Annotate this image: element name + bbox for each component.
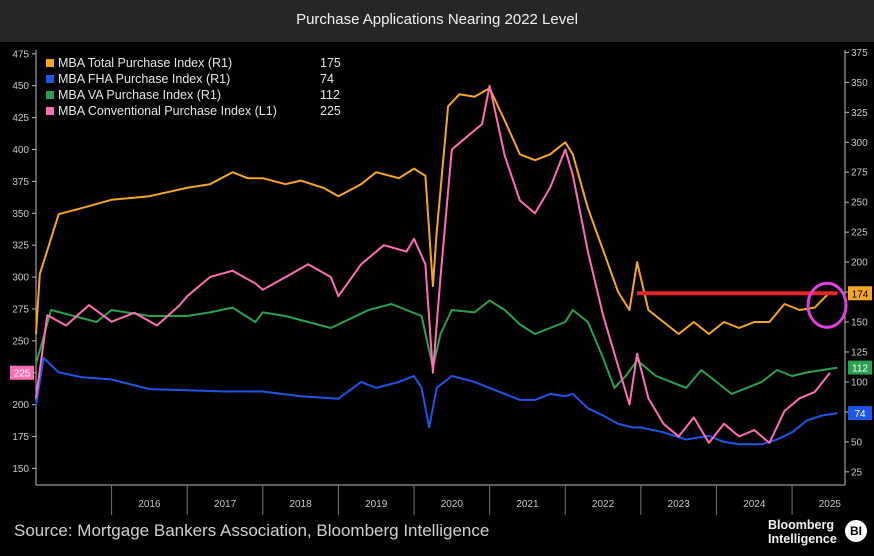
left-tick-label: 250	[12, 336, 29, 347]
x-tick-label: 2020	[441, 499, 464, 510]
series-line-3	[35, 299, 838, 395]
x-tick-label: 2018	[290, 499, 313, 510]
left-tick-label: 450	[12, 81, 29, 92]
legend-entry-value: 74	[320, 72, 334, 86]
x-tick-label: 2024	[743, 499, 766, 510]
legend-swatch	[46, 59, 54, 67]
right-tick-label: 325	[851, 108, 868, 119]
legend-swatch	[46, 91, 54, 99]
left-tick-label: 300	[12, 273, 29, 284]
source-note: Source: Mortgage Bankers Association, Bl…	[14, 521, 490, 540]
bloomberg-intelligence-logo: Bloomberg Intelligence	[768, 518, 837, 546]
right-tick-label: 150	[851, 318, 868, 329]
series-line-2	[35, 357, 838, 446]
legend-entry-name: MBA Total Purchase Index (R1)	[58, 56, 232, 70]
series-lines	[35, 84, 838, 446]
x-tick-label: 2016	[138, 499, 161, 510]
series-line-4	[35, 84, 831, 444]
bi-badge-icon: BI	[845, 520, 867, 542]
x-tick-label: 2023	[668, 499, 691, 510]
left-tick-label: 400	[12, 145, 29, 156]
left-tick-label: 350	[12, 209, 29, 220]
legend-box	[40, 52, 350, 126]
chart-axes	[35, 50, 846, 486]
right-tick-label: 375	[851, 48, 868, 59]
left-tick-label: 200	[12, 400, 29, 411]
legend-entry-value: 225	[320, 104, 341, 118]
x-tick-label: 2019	[365, 499, 388, 510]
legend-swatch	[46, 107, 54, 115]
end-label-value: 112	[852, 364, 868, 375]
legend-swatch	[46, 75, 54, 83]
x-tick-label: 2022	[592, 499, 615, 510]
left-tick-label: 475	[12, 49, 29, 60]
left-axis-labels: 150 175 200 225 250 275 300 325 350 375 400 425 450 4…	[12, 49, 36, 475]
right-tick-label: 225	[851, 228, 868, 239]
end-label-box	[848, 406, 872, 421]
line-chart: 2016 2017 2018 2019 2020 2021 2022 2023 2024 2025…	[10, 48, 872, 515]
right-tick-label: 125	[851, 347, 868, 358]
end-value-labels: 174 74 112 225	[10, 286, 872, 421]
chart-annotations	[637, 281, 848, 329]
chart-title: Purchase Applications Nearing 2022 Level	[0, 0, 874, 42]
legend-entry-name: MBA VA Purchase Index (R1)	[58, 88, 221, 102]
right-tick-label: 200	[851, 258, 868, 269]
left-tick-label: 275	[12, 304, 29, 315]
end-label-value: 74	[854, 409, 866, 420]
left-tick-label: 325	[12, 241, 29, 252]
legend-entry-value: 175	[320, 56, 341, 70]
left-tick-label: 150	[12, 464, 29, 475]
right-tick-label: 250	[851, 198, 868, 209]
brand-line-2: Intelligence	[768, 532, 837, 546]
right-tick-label: 350	[851, 78, 868, 89]
end-label-box	[848, 360, 872, 375]
legend-entry-value: 112	[320, 88, 340, 102]
right-tick-label: 50	[851, 437, 863, 448]
left-tick-label: 175	[12, 432, 29, 443]
end-label-box	[848, 286, 872, 301]
x-tick-label: 2017	[214, 499, 237, 510]
highlight-circle	[806, 281, 848, 329]
right-tick-label: 275	[851, 168, 868, 179]
legend: MBA Total Purchase Index (R1) 175 MBA FHA …	[40, 52, 350, 126]
end-label-value: 174	[852, 289, 869, 300]
x-tick-label: 2025	[819, 499, 842, 510]
end-label-value: 225	[14, 369, 31, 380]
left-tick-label: 425	[12, 113, 29, 124]
right-tick-label: 25	[851, 467, 863, 478]
legend-entry-name: MBA FHA Purchase Index (R1)	[58, 72, 230, 86]
right-tick-label: 100	[851, 377, 868, 388]
x-tick-label: 2021	[516, 499, 539, 510]
brand-line-1: Bloomberg	[768, 518, 834, 532]
right-tick-label: 300	[851, 138, 868, 149]
end-label-box	[10, 365, 34, 380]
legend-entry-name: MBA Conventional Purchase Index (L1)	[58, 104, 277, 118]
left-tick-label: 375	[12, 177, 29, 188]
x-axis-labels: 2016 2017 2018 2019 2020 2021 2022 2023 2024 2025	[111, 485, 842, 515]
